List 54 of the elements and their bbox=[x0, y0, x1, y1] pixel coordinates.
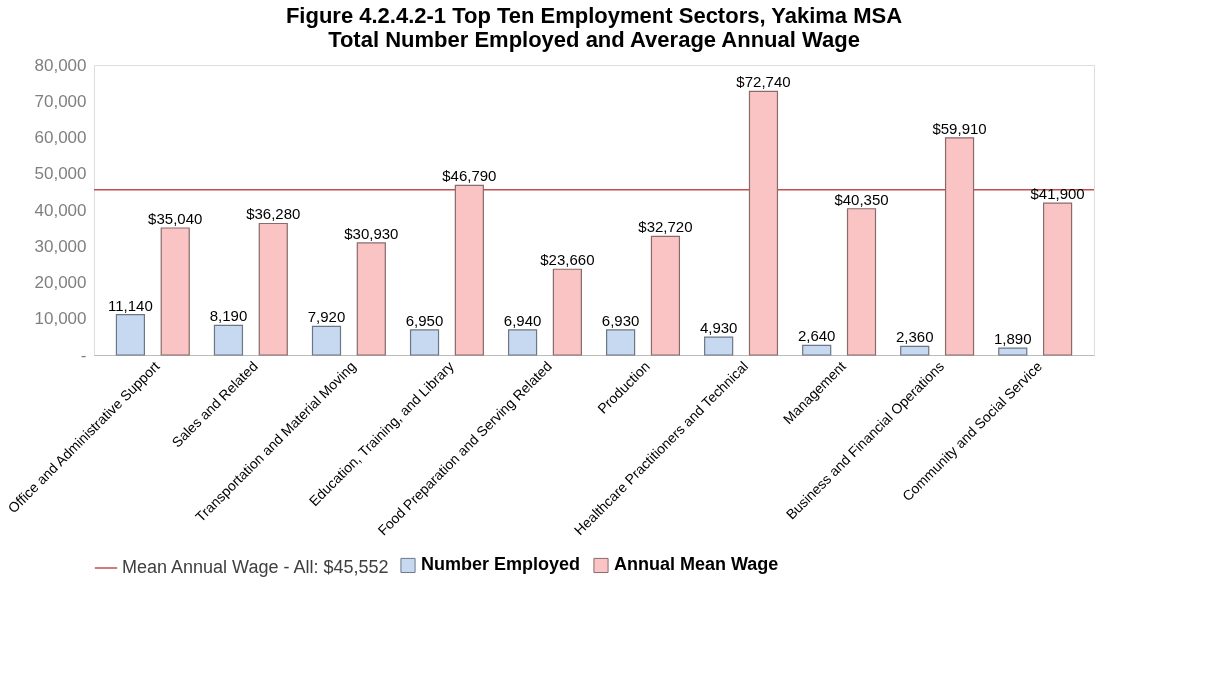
bar bbox=[846, 208, 877, 356]
data-label: 2,640 bbox=[797, 327, 836, 345]
y-tick-label: 80,000 bbox=[34, 55, 87, 75]
data-label: $41,900 bbox=[1030, 185, 1085, 203]
text: Total Number Employed and Average Annual Wage bbox=[328, 27, 860, 52]
text: Figure 4.2.4.2-1 Top Ten Employment Sectors, Yakima MSA bbox=[285, 3, 903, 28]
y-tick-label: 70,000 bbox=[34, 91, 87, 111]
bar bbox=[802, 344, 832, 356]
bar bbox=[704, 336, 734, 356]
bar bbox=[1042, 202, 1073, 356]
data-label: 11,140 bbox=[108, 296, 153, 314]
y-tick-label: 20,000 bbox=[34, 273, 87, 292]
data-label: $59,910 bbox=[932, 119, 987, 137]
data-label: 6,940 bbox=[503, 311, 542, 329]
bar bbox=[507, 329, 538, 356]
y-tick-label: 60,000 bbox=[34, 128, 87, 147]
bar bbox=[552, 268, 582, 356]
bar bbox=[454, 184, 484, 356]
data-label: $32,720 bbox=[638, 218, 693, 236]
y-tick-label: 10,000 bbox=[34, 309, 87, 329]
data-label: $30,930 bbox=[344, 224, 399, 242]
legend-label: Number Employed bbox=[421, 554, 581, 575]
bar bbox=[356, 242, 386, 356]
bar bbox=[748, 90, 779, 356]
data-label: $72,740 bbox=[736, 73, 791, 91]
y-tick-label: 40,000 bbox=[34, 200, 87, 220]
bar bbox=[900, 345, 930, 356]
bar bbox=[650, 235, 681, 356]
bar bbox=[998, 347, 1028, 356]
legend-label: Annual Mean Wage bbox=[614, 554, 779, 575]
bar bbox=[258, 222, 288, 356]
data-label: $40,350 bbox=[834, 190, 889, 208]
data-label: $36,280 bbox=[246, 205, 301, 223]
bar bbox=[115, 314, 146, 356]
data-label: $35,040 bbox=[148, 209, 203, 227]
data-label: 2,360 bbox=[895, 328, 934, 346]
data-label: 7,920 bbox=[307, 308, 346, 326]
bar bbox=[213, 324, 244, 356]
bar bbox=[606, 329, 636, 356]
data-label: $23,660 bbox=[540, 251, 595, 269]
bar bbox=[311, 325, 342, 356]
y-tick-label: 30,000 bbox=[34, 236, 87, 256]
data-label: 6,950 bbox=[405, 311, 444, 329]
data-label: 8,190 bbox=[209, 307, 248, 325]
data-label: 4,930 bbox=[699, 319, 738, 337]
data-label: 1,890 bbox=[993, 330, 1032, 348]
bar bbox=[409, 329, 440, 356]
y-tick-label: 50,000 bbox=[34, 164, 87, 184]
bar bbox=[160, 227, 190, 356]
data-label: $46,790 bbox=[442, 167, 497, 185]
y-tick-label: - bbox=[80, 345, 87, 365]
legend-label: Mean Annual Wage - All: $45,552 bbox=[122, 557, 389, 577]
data-label: 6,930 bbox=[601, 311, 640, 329]
bar bbox=[944, 137, 975, 356]
